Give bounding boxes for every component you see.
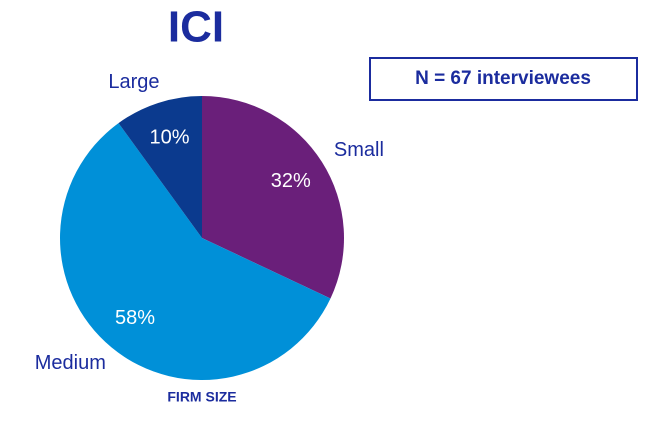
annotation: N = 67 interviewees [415,68,591,89]
slice-category-label: Large [108,71,159,93]
slice-category-label: Small [334,139,384,161]
slice-value-label: 10% [150,126,190,148]
pie-slice [60,123,331,381]
slice-category-label: Medium [35,352,106,374]
pie-slice [118,96,202,238]
slice-value-label: 32% [271,170,311,192]
x-axis-label: FIRM SIZE [167,389,236,405]
annotation-box [369,57,638,101]
pie-slice [202,96,344,299]
slice-value-label: 58% [115,307,155,329]
chart-title: ICI [168,3,224,52]
